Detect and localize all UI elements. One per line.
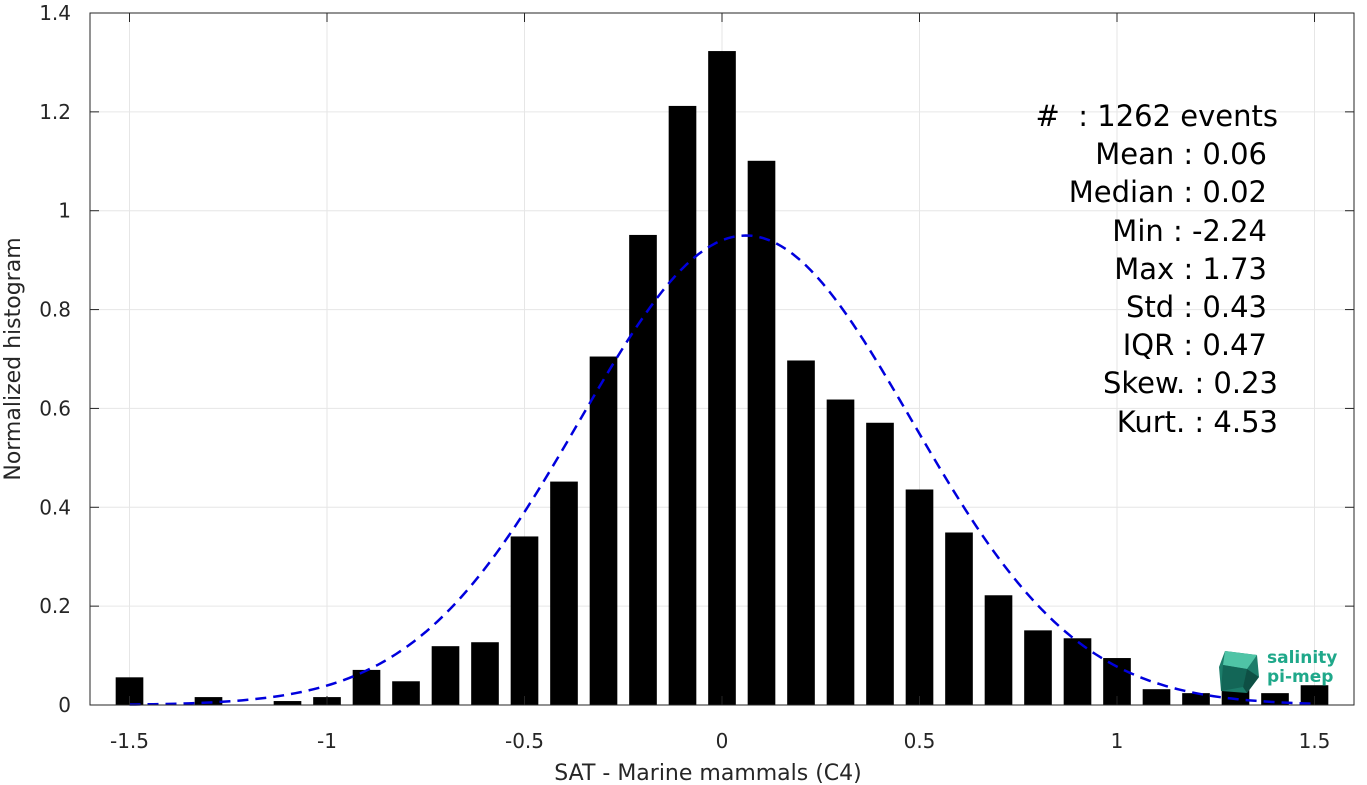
y-axis-label: Normalized histogram <box>1 237 26 480</box>
histogram-bar <box>471 642 499 705</box>
x-tick-label: 1 <box>1111 729 1124 753</box>
stat-max: Max : 1.73 <box>1114 251 1267 286</box>
axis-ticks: -1.5 -1 -0.5 0 0.5 1 1.5 0 0.2 0.4 0.6 0.8 1 1.2 1.4 <box>39 1 1354 753</box>
y-tick-label: 1.4 <box>39 1 71 25</box>
bars <box>115 51 1329 706</box>
x-axis-label: SAT - Marine mammals (C4) <box>554 761 862 785</box>
x-tick-label: 0 <box>716 729 729 753</box>
histogram-bar <box>392 681 420 705</box>
histogram-bar <box>1300 685 1329 705</box>
x-tick-label: 1.5 <box>1299 729 1331 753</box>
y-tick-label: 1 <box>58 199 71 223</box>
histogram-bar <box>629 234 657 706</box>
logo-line-2: pi-mep <box>1267 667 1334 687</box>
histogram-bar <box>1142 689 1171 705</box>
stat-skew: Skew. : 0.23 <box>1102 366 1278 401</box>
x-tick-label: -1 <box>317 729 337 753</box>
histogram-bar <box>787 360 815 705</box>
histogram-bar <box>708 51 736 706</box>
histogram-bar <box>550 481 578 705</box>
histogram-bar <box>905 489 934 705</box>
histogram-bar <box>826 399 855 705</box>
y-tick-label: 0 <box>58 693 71 717</box>
histogram-bar <box>668 105 697 705</box>
stat-iqr: IQR : 0.47 <box>1122 328 1267 363</box>
histogram-bar <box>984 595 1013 705</box>
histogram-bar <box>1182 693 1210 705</box>
x-tick-label: -1.5 <box>110 729 149 753</box>
statistics-panel: # : 1262 events Mean : 0.06 Median : 0.0… <box>1036 97 1278 441</box>
histogram-bar <box>352 669 381 705</box>
y-tick-label: 0.2 <box>39 594 71 618</box>
y-tick-label: 0.6 <box>39 396 71 420</box>
gaussian-fit-line <box>129 234 1315 706</box>
x-tick-label: 0.5 <box>904 729 936 753</box>
salinity-pimep-logo: salinity pi-mep <box>1217 647 1347 697</box>
histogram-bar <box>589 356 618 705</box>
stat-median: Median : 0.02 <box>1068 175 1267 210</box>
histogram-bar <box>945 532 973 705</box>
histogram-bar <box>1024 630 1052 705</box>
logo-icon <box>1219 651 1259 693</box>
stat-std: Std : 0.43 <box>1126 290 1267 325</box>
stat-mean: Mean : 0.06 <box>1095 137 1267 172</box>
logo-line-1: salinity <box>1267 648 1338 668</box>
histogram-bar <box>273 701 302 705</box>
y-tick-label: 1.2 <box>39 100 71 124</box>
histogram-bar <box>510 536 539 705</box>
stat-count: # : 1262 events <box>1035 99 1278 133</box>
stat-min: Min : -2.24 <box>1112 213 1267 248</box>
histogram-bar <box>1063 638 1092 705</box>
y-tick-label: 0.4 <box>39 495 71 519</box>
histogram-bar <box>866 422 894 705</box>
x-tick-label: -0.5 <box>505 729 544 753</box>
histogram-bar <box>194 697 223 705</box>
histogram-bar <box>747 160 776 705</box>
stat-kurt: Kurt. : 4.53 <box>1116 404 1278 439</box>
y-tick-label: 0.8 <box>39 298 71 322</box>
histogram-bar <box>431 646 460 705</box>
histogram-bar <box>1261 693 1289 705</box>
